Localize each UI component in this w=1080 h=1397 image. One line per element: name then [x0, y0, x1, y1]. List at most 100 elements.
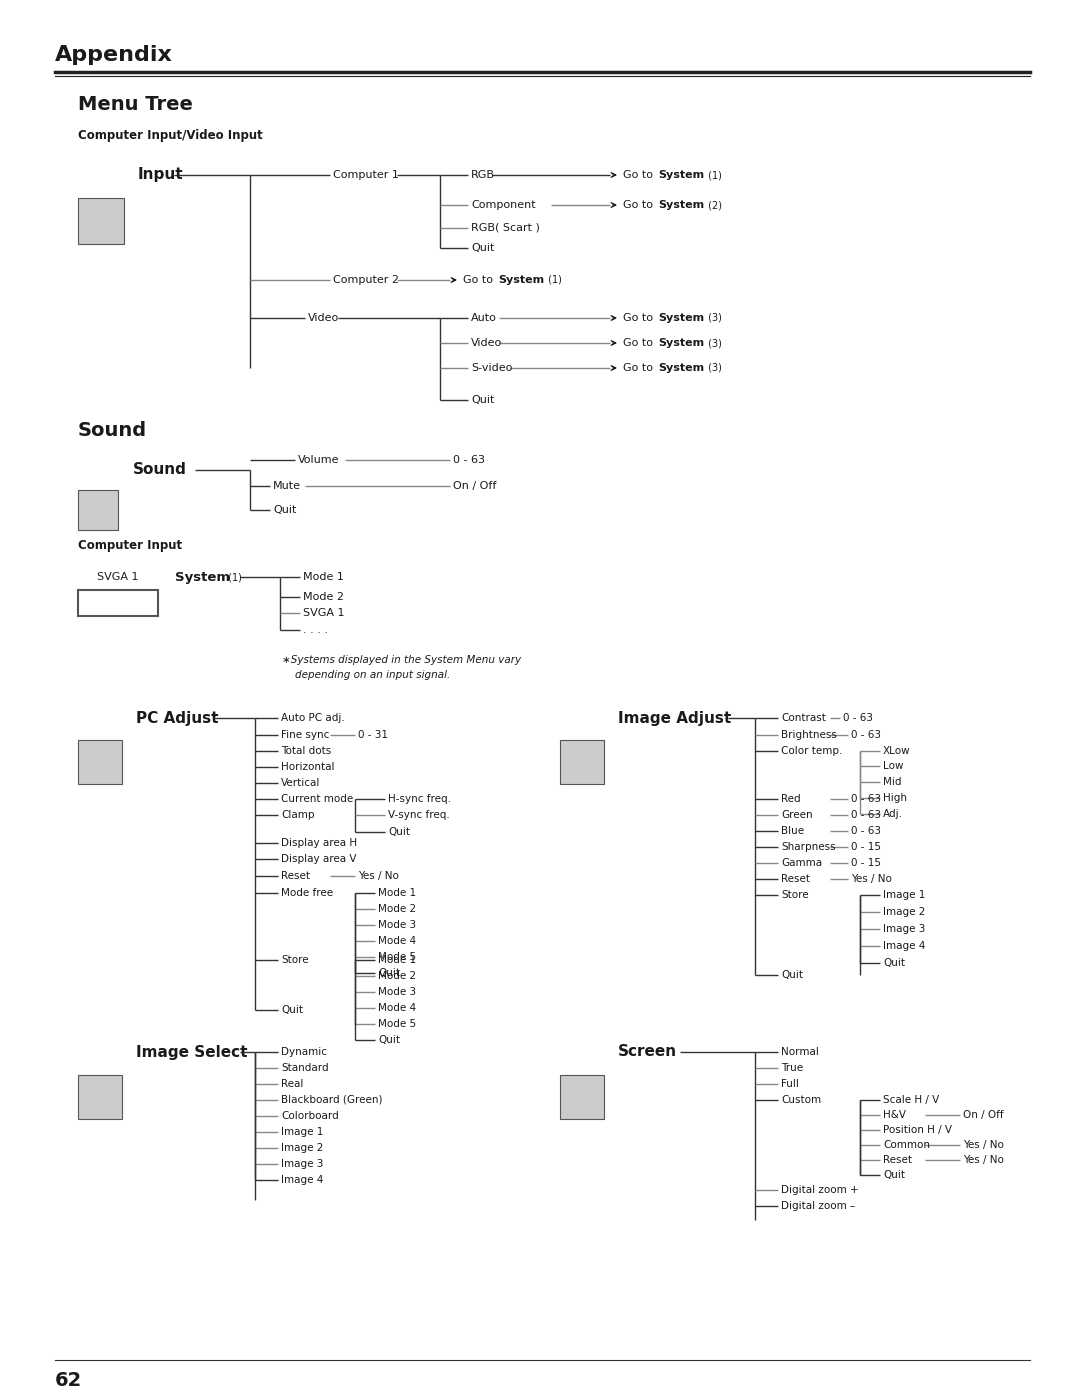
Text: Normal: Normal [781, 1046, 819, 1058]
Text: True: True [781, 1063, 804, 1073]
Bar [561, 1076, 604, 1119]
Text: Mode 3: Mode 3 [378, 988, 416, 997]
Text: Image 3: Image 3 [883, 923, 926, 935]
Text: Go to: Go to [623, 363, 657, 373]
Text: Video: Video [308, 313, 339, 323]
Text: Scale H / V: Scale H / V [883, 1095, 940, 1105]
Text: Mode 2: Mode 2 [378, 971, 416, 981]
Text: Quit: Quit [388, 827, 410, 837]
Text: Blackboard (Green): Blackboard (Green) [281, 1095, 382, 1105]
Text: System: System [658, 200, 704, 210]
Text: RGB( Scart ): RGB( Scart ) [471, 224, 540, 233]
Text: Sound: Sound [78, 420, 147, 440]
Text: Quit: Quit [883, 958, 905, 968]
Text: Adj.: Adj. [883, 809, 903, 819]
Text: Color temp.: Color temp. [781, 746, 842, 756]
Text: Computer Input: Computer Input [78, 538, 183, 552]
Bar [78, 740, 122, 784]
Text: H&V: H&V [883, 1111, 906, 1120]
Text: Full: Full [781, 1078, 799, 1090]
Text: 62: 62 [55, 1370, 82, 1390]
Text: (3): (3) [705, 338, 721, 348]
Text: 0 - 63: 0 - 63 [851, 810, 881, 820]
Text: Computer Input/Video Input: Computer Input/Video Input [78, 129, 262, 141]
Text: Reset: Reset [281, 870, 310, 882]
Text: Computer 1: Computer 1 [333, 170, 399, 180]
Text: Clamp: Clamp [281, 810, 314, 820]
Text: Total dots: Total dots [281, 746, 332, 756]
Text: Store: Store [281, 956, 309, 965]
Text: 0 - 63: 0 - 63 [851, 826, 881, 835]
Text: Go to: Go to [623, 313, 657, 323]
Text: (1): (1) [225, 573, 242, 583]
Text: Quit: Quit [883, 1171, 905, 1180]
Text: On / Off: On / Off [453, 481, 497, 490]
Text: 0 - 63: 0 - 63 [843, 712, 873, 724]
Text: 0 - 15: 0 - 15 [851, 858, 881, 868]
Text: Quit: Quit [273, 504, 296, 515]
Text: 0 - 63: 0 - 63 [851, 793, 881, 805]
Text: Image Adjust: Image Adjust [618, 711, 731, 725]
Text: 0 - 63: 0 - 63 [851, 731, 881, 740]
Text: H-sync freq.: H-sync freq. [388, 793, 451, 805]
Text: Colorboard: Colorboard [281, 1111, 339, 1120]
Text: Position H / V: Position H / V [883, 1125, 951, 1134]
Text: ∗Systems displayed in the System Menu vary: ∗Systems displayed in the System Menu va… [282, 655, 522, 665]
Text: Display area V: Display area V [281, 854, 356, 863]
Text: Go to: Go to [623, 170, 657, 180]
Text: Quit: Quit [781, 970, 804, 981]
Text: Menu Tree: Menu Tree [78, 95, 193, 113]
Text: Common: Common [883, 1140, 930, 1150]
Text: Yes / No: Yes / No [357, 870, 399, 882]
Text: Image 4: Image 4 [281, 1175, 323, 1185]
Text: Volume: Volume [298, 455, 339, 465]
Text: Component: Component [471, 200, 536, 210]
Text: Mode 1: Mode 1 [378, 956, 416, 965]
Text: (1): (1) [705, 170, 721, 180]
Text: Contrast: Contrast [781, 712, 826, 724]
Text: Quit: Quit [471, 243, 495, 253]
Text: Sound: Sound [133, 462, 187, 478]
Text: Go to: Go to [623, 200, 657, 210]
Text: Mode 5: Mode 5 [378, 1018, 416, 1030]
Text: Image 1: Image 1 [883, 890, 926, 900]
Text: Mode 3: Mode 3 [378, 921, 416, 930]
Text: Gamma: Gamma [781, 858, 822, 868]
Text: Video: Video [471, 338, 502, 348]
Text: Reset: Reset [781, 875, 810, 884]
Text: PC Adjust: PC Adjust [136, 711, 218, 725]
Text: Image Select: Image Select [136, 1045, 247, 1059]
Text: High: High [883, 793, 907, 803]
Text: Image 2: Image 2 [281, 1143, 323, 1153]
Text: 0 - 63: 0 - 63 [453, 455, 485, 465]
Text: Digital zoom –: Digital zoom – [781, 1201, 855, 1211]
Text: Store: Store [781, 890, 809, 900]
Text: Mode 4: Mode 4 [378, 936, 416, 946]
Text: Image 4: Image 4 [883, 942, 926, 951]
Bar [78, 490, 118, 529]
Text: Yes / No: Yes / No [963, 1155, 1004, 1165]
Text: 0 - 31: 0 - 31 [357, 731, 388, 740]
Text: Yes / No: Yes / No [963, 1140, 1004, 1150]
Text: Display area H: Display area H [281, 838, 357, 848]
Text: Quit: Quit [281, 1004, 303, 1016]
Text: Quit: Quit [378, 968, 400, 978]
Text: Reset: Reset [883, 1155, 912, 1165]
Text: Mode free: Mode free [281, 888, 333, 898]
Text: . . . .: . . . . [303, 624, 328, 636]
Text: Quit: Quit [378, 1035, 400, 1045]
Text: Image 1: Image 1 [281, 1127, 323, 1137]
Text: Fine sync: Fine sync [281, 731, 329, 740]
Text: System: System [658, 170, 704, 180]
Text: Image 2: Image 2 [883, 907, 926, 916]
Text: Mid: Mid [883, 777, 902, 787]
Text: Mode 5: Mode 5 [378, 951, 416, 963]
Text: Green: Green [781, 810, 812, 820]
Text: Image 3: Image 3 [281, 1160, 323, 1169]
Text: 0 - 15: 0 - 15 [851, 842, 881, 852]
Text: Appendix: Appendix [55, 45, 173, 66]
Bar [561, 740, 604, 784]
Text: Mode 1: Mode 1 [378, 888, 416, 898]
Text: Custom: Custom [781, 1095, 821, 1105]
Text: Go to: Go to [463, 275, 497, 285]
